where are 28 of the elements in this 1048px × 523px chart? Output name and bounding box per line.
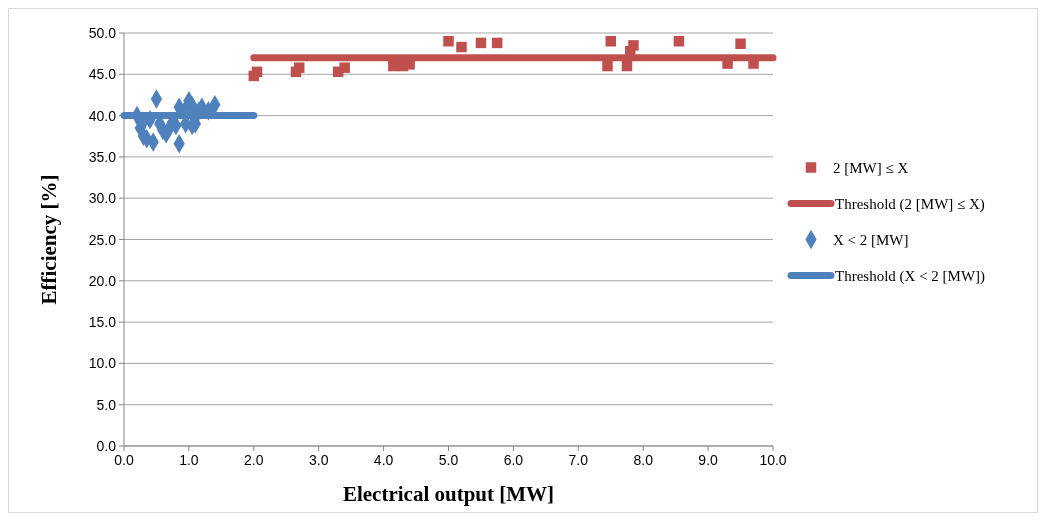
y-tick-label: 5.0 xyxy=(96,396,117,413)
y-tick-label: 40.0 xyxy=(88,107,117,124)
y-axis-title: Efficiency [%] xyxy=(37,174,61,305)
x-tick-label: 0.0 xyxy=(114,452,134,468)
y-tick-label: 10.0 xyxy=(88,355,117,372)
x-tick-label: 8.0 xyxy=(633,452,654,468)
x-tick-label: 1.0 xyxy=(179,452,199,468)
x-tick-label: 2.0 xyxy=(244,452,264,468)
y-tick-label: 25.0 xyxy=(88,231,117,248)
legend-label: X < 2 [MW] xyxy=(833,231,909,248)
x-tick-label: 9.0 xyxy=(698,452,719,468)
y-tick-label: 30.0 xyxy=(88,190,117,207)
legend-label: Threshold (2 [MW] ≤ X) xyxy=(835,195,985,213)
x-tick-label: 7.0 xyxy=(568,452,589,468)
y-tick-label: 45.0 xyxy=(88,66,117,83)
x-tick-label: 5.0 xyxy=(438,452,459,468)
y-tick-label: 35.0 xyxy=(88,148,117,165)
y-tick-label: 20.0 xyxy=(88,272,117,289)
y-tick-label: 50.0 xyxy=(88,25,117,41)
legend-label: 2 [MW] ≤ X xyxy=(833,159,909,176)
x-tick-label: 4.0 xyxy=(373,452,394,468)
x-axis-title: Electrical output [MW] xyxy=(342,482,555,506)
y-tick-label: 0.0 xyxy=(96,438,117,454)
x-tick-label: 3.0 xyxy=(308,452,329,468)
y-tick-label: 15.0 xyxy=(88,314,117,331)
x-tick-label: 6.0 xyxy=(503,452,524,468)
legend-label: Threshold (X < 2 [MW]) xyxy=(835,267,986,285)
x-tick-label: 10.0 xyxy=(759,452,787,468)
